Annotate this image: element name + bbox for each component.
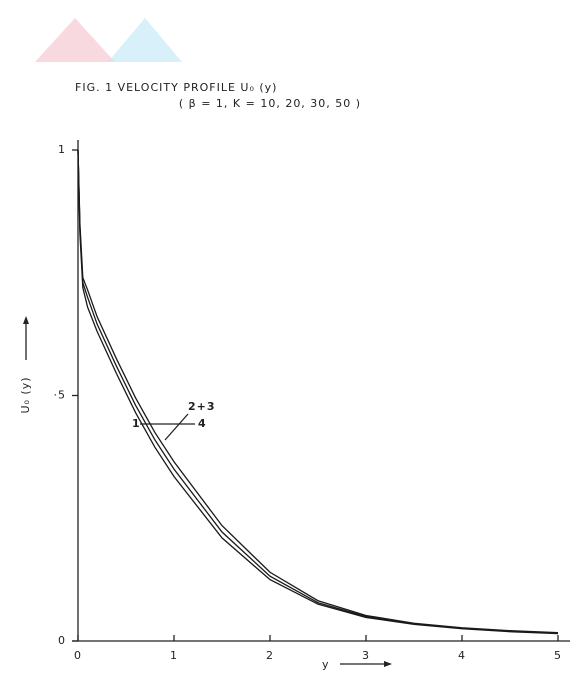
watermark	[35, 18, 115, 62]
line-series	[77, 149, 559, 635]
chart-subtitle: ( β = 1, K = 10, 20, 30, 50 )	[179, 97, 361, 110]
y-tick-label: 1	[58, 143, 66, 156]
y-tick-label: 0	[58, 634, 66, 647]
x-tick-label: 3	[362, 649, 370, 662]
x-axis-label: y	[322, 658, 330, 671]
y-axis-label: U₀ (y)	[19, 376, 32, 413]
x-tick-label: 4	[458, 649, 466, 662]
x-tick-label: 2	[266, 649, 274, 662]
leader-line	[164, 413, 189, 441]
x-tick-label: 5	[554, 649, 562, 662]
line-series	[77, 149, 559, 634]
chart-title: FIG. 1 VELOCITY PROFILE U₀ (y)	[75, 81, 277, 94]
x-tick-label: 0	[74, 649, 82, 662]
arrow-head	[23, 316, 29, 324]
arrow-head	[384, 661, 392, 667]
curve-label: 2+3	[188, 400, 216, 413]
watermark	[108, 18, 182, 62]
y-tick-label: ·5	[54, 389, 67, 402]
curve-label: 1	[132, 417, 141, 430]
line-series	[77, 149, 559, 634]
x-tick-label: 1	[170, 649, 178, 662]
curve-label: 4	[198, 417, 207, 430]
